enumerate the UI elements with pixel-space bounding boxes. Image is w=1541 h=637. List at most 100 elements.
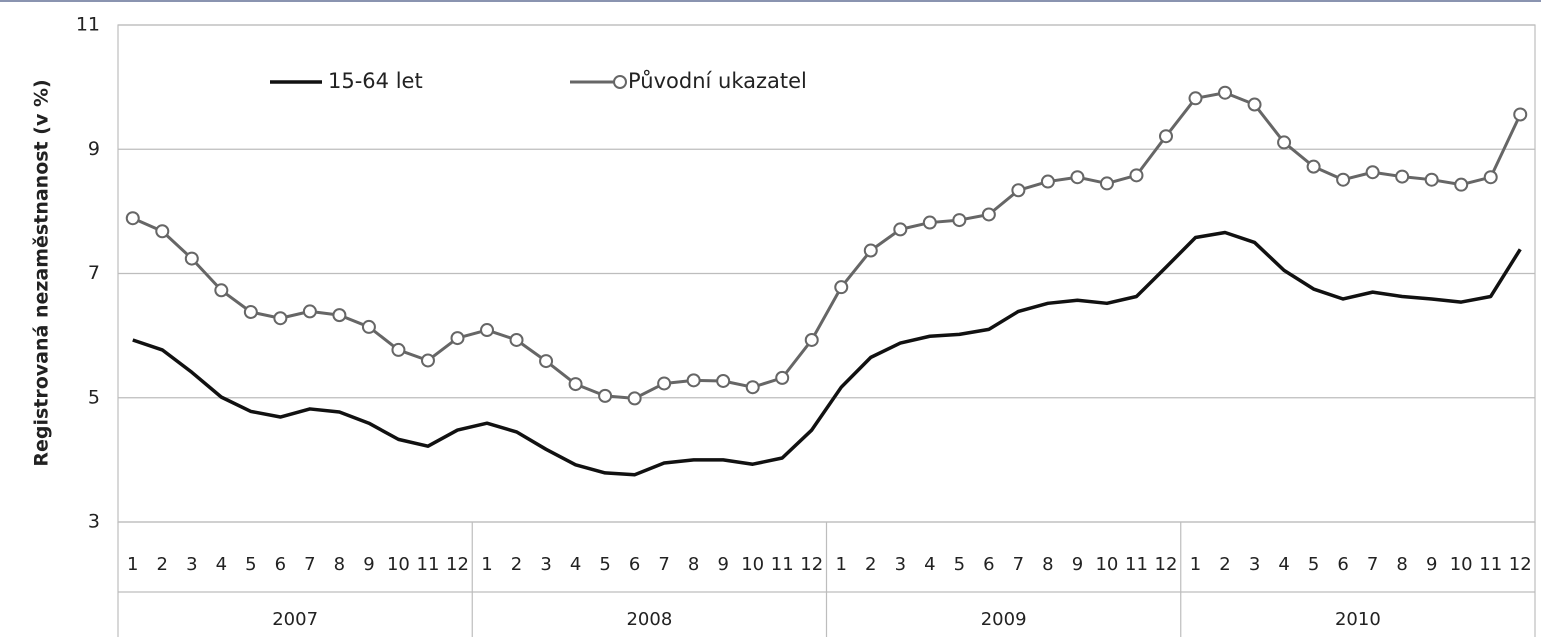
x-tick-label: 6 — [629, 554, 640, 575]
x-tick-label: 6 — [275, 554, 286, 575]
x-tick-label: 10 — [741, 554, 764, 575]
series-marker — [1247, 97, 1262, 112]
series-marker — [716, 373, 731, 388]
series-marker — [420, 353, 435, 368]
x-tick-label: 7 — [304, 554, 315, 575]
x-tick-label: 11 — [771, 554, 794, 575]
series-marker — [1011, 183, 1026, 198]
series-marker — [686, 373, 701, 388]
series-marker — [1454, 177, 1469, 192]
x-tick-label: 10 — [1095, 554, 1118, 575]
series-marker — [1099, 176, 1114, 191]
x-tick-label: 4 — [216, 554, 227, 575]
series-marker — [125, 211, 140, 226]
series-marker — [834, 280, 849, 295]
series-marker — [1158, 129, 1173, 144]
series-marker — [1306, 159, 1321, 174]
series-marker — [1070, 170, 1085, 185]
series-marker — [509, 332, 524, 347]
x-tick-label: 6 — [983, 554, 994, 575]
x-tick-label: 12 — [1155, 554, 1178, 575]
x-tick-label: 11 — [1125, 554, 1148, 575]
x-tick-label: 4 — [1278, 554, 1289, 575]
legend-label: Původní ukazatel — [628, 69, 807, 93]
series-line — [132, 91, 1522, 400]
x-tick-label: 6 — [1337, 554, 1348, 575]
x-tick-label: 12 — [446, 554, 469, 575]
series-marker — [1483, 170, 1498, 185]
x-group-label: 2007 — [272, 609, 318, 630]
x-group-label: 2009 — [981, 609, 1027, 630]
x-tick-label: 9 — [717, 554, 728, 575]
y-tick-label: 7 — [88, 262, 100, 284]
series-marker — [302, 304, 317, 319]
series-marker — [1424, 172, 1439, 187]
series-marker — [922, 215, 937, 230]
series-marker — [775, 370, 790, 385]
series-marker — [627, 391, 642, 406]
x-tick-label: 11 — [417, 554, 440, 575]
x-tick-label: 10 — [387, 554, 410, 575]
y-tick-label: 3 — [88, 511, 100, 533]
series-marker — [539, 354, 554, 369]
x-tick-label: 3 — [895, 554, 906, 575]
x-tick-label: 1 — [1190, 554, 1201, 575]
x-tick-label: 12 — [800, 554, 823, 575]
x-tick-label: 9 — [363, 554, 374, 575]
x-group-label: 2010 — [1335, 609, 1381, 630]
series-marker — [1218, 85, 1233, 100]
series-marker — [893, 222, 908, 237]
y-tick-label: 11 — [76, 14, 100, 36]
series-marker — [1336, 172, 1351, 187]
series-marker — [361, 319, 376, 334]
series-marker — [155, 224, 170, 239]
x-tick-label: 12 — [1509, 554, 1532, 575]
x-tick-label: 5 — [245, 554, 256, 575]
x-tick-label: 5 — [1308, 554, 1319, 575]
x-tick-label: 4 — [570, 554, 581, 575]
series-marker — [1513, 107, 1528, 122]
series-marker — [863, 243, 878, 258]
series-marker — [273, 311, 288, 326]
x-tick-label: 8 — [688, 554, 699, 575]
series-marker — [480, 323, 495, 338]
y-axis-label: Registrovaná nezaměstnanost (v %) — [31, 79, 53, 466]
series-marker — [1395, 169, 1410, 184]
series-marker — [598, 388, 613, 403]
series-marker — [1040, 174, 1055, 189]
x-tick-label: 7 — [1013, 554, 1024, 575]
y-tick-label: 5 — [88, 386, 100, 408]
series-marker — [214, 283, 229, 298]
series-marker — [981, 207, 996, 222]
series-marker — [450, 331, 465, 346]
x-tick-label: 1 — [836, 554, 847, 575]
x-tick-label: 3 — [186, 554, 197, 575]
x-tick-label: 1 — [481, 554, 492, 575]
x-tick-label: 3 — [540, 554, 551, 575]
series-marker — [391, 342, 406, 357]
x-tick-label: 5 — [599, 554, 610, 575]
series-marker — [952, 213, 967, 228]
y-tick-label: 9 — [88, 138, 100, 160]
x-tick-label: 2 — [865, 554, 876, 575]
x-tick-label: 2 — [511, 554, 522, 575]
x-tick-label: 1 — [127, 554, 138, 575]
x-tick-label: 11 — [1479, 554, 1502, 575]
series-marker — [1129, 168, 1144, 183]
series-marker — [804, 332, 819, 347]
x-tick-label: 8 — [1042, 554, 1053, 575]
x-group-label: 2008 — [626, 609, 672, 630]
x-tick-label: 7 — [1367, 554, 1378, 575]
series-marker — [568, 377, 583, 392]
series-marker — [657, 376, 672, 391]
x-tick-label: 7 — [658, 554, 669, 575]
x-tick-label: 8 — [1396, 554, 1407, 575]
series-marker — [1277, 135, 1292, 150]
x-tick-label: 4 — [924, 554, 935, 575]
series-line — [132, 230, 1522, 477]
series-marker — [1365, 165, 1380, 180]
series-marker — [332, 308, 347, 323]
x-tick-label: 5 — [954, 554, 965, 575]
legend-label: 15-64 let — [328, 69, 423, 93]
